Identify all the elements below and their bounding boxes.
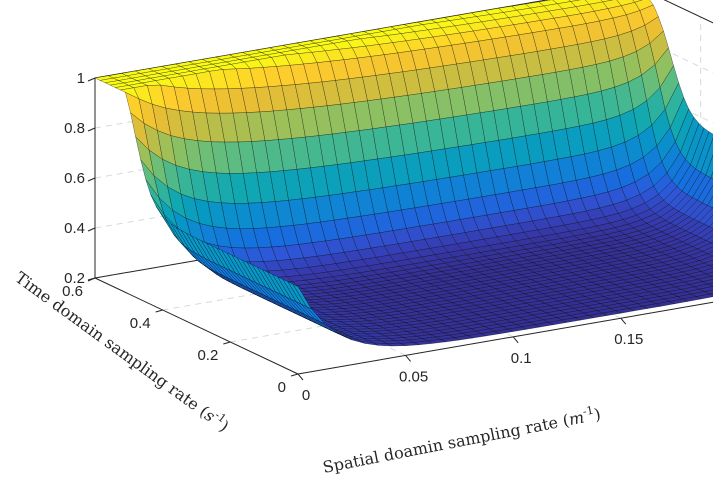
surface-patch (707, 282, 713, 287)
x-tick-mark (620, 317, 627, 325)
surface-patch (700, 229, 713, 241)
surface-patch (704, 259, 713, 266)
tick-labels: 00.050.10.150.20.2500.20.40.60.20.40.60.… (62, 70, 643, 404)
z-tick-mark (87, 77, 96, 82)
x-tick-label: 0.15 (614, 331, 643, 348)
box-edge-front (94, 277, 299, 375)
surface-patch (707, 251, 713, 257)
surface-patch (704, 289, 713, 295)
x-tick-mark (512, 336, 519, 344)
z-tick-label: 0.6 (64, 170, 85, 187)
surface-patch (699, 286, 713, 292)
surface-patch (705, 271, 713, 277)
surface-patch (709, 293, 713, 296)
z-tick-mark (87, 277, 96, 282)
box-edge-front (297, 301, 713, 375)
surface-patch (702, 246, 713, 254)
z-tick-mark (87, 127, 96, 132)
box-edge (663, 0, 713, 24)
axes-front-box (87, 77, 713, 381)
surface-patch (700, 137, 713, 176)
x-tick-label: 0.05 (399, 368, 428, 385)
z-tick-mark (87, 227, 96, 232)
surface-patch (704, 214, 713, 227)
y-tick-mark (290, 373, 299, 377)
surface-patch (700, 268, 713, 274)
y-tick-mark (223, 341, 231, 345)
x-tick-mark (297, 373, 304, 381)
x-tick-label: 0.1 (511, 350, 532, 367)
surface-patch (705, 235, 713, 244)
z-tick-mark (87, 177, 96, 182)
surface-patch (707, 195, 713, 209)
surface-patch (709, 264, 713, 268)
z-tick-label: 0.4 (64, 220, 85, 237)
y-tick-label: 0.2 (197, 347, 218, 364)
surface-mesh (94, 0, 713, 347)
y-tick-label: 0.4 (130, 315, 151, 332)
x-axis-label: Spatial doamin sampling rate (m-1) (321, 402, 603, 477)
z-tick-label: 0.2 (64, 270, 85, 287)
y-tick-label: 0.6 (62, 283, 83, 300)
surface-patch (705, 154, 713, 179)
x-tick-mark (405, 355, 411, 362)
z-tick-label: 0.8 (64, 120, 85, 137)
surface-patch (709, 222, 713, 229)
y-tick-label: 0 (278, 379, 286, 396)
surface-patch (702, 185, 713, 206)
y-tick-mark (155, 309, 163, 313)
z-tick-label: 1 (77, 70, 85, 87)
surface-patch (702, 279, 713, 285)
x-tick-label: 0 (302, 387, 310, 404)
